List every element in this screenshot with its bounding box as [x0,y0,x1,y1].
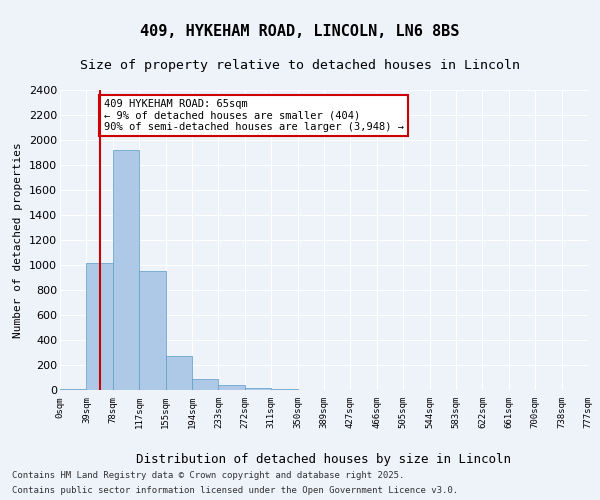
Bar [113,150,139,390]
Bar [218,385,245,390]
Y-axis label: Number of detached properties: Number of detached properties [13,142,23,338]
Bar [166,356,192,390]
Text: Contains HM Land Registry data © Crown copyright and database right 2025.: Contains HM Land Registry data © Crown c… [12,471,404,480]
Text: 409 HYKEHAM ROAD: 65sqm
← 9% of detached houses are smaller (404)
90% of semi-de: 409 HYKEHAM ROAD: 65sqm ← 9% of detached… [104,99,404,132]
Bar [86,262,113,390]
X-axis label: Distribution of detached houses by size in Lincoln: Distribution of detached houses by size … [137,454,511,466]
Bar [245,388,271,390]
Bar [192,379,218,390]
Text: Size of property relative to detached houses in Lincoln: Size of property relative to detached ho… [80,59,520,72]
Text: 409, HYKEHAM ROAD, LINCOLN, LN6 8BS: 409, HYKEHAM ROAD, LINCOLN, LN6 8BS [140,24,460,39]
Bar [139,271,166,390]
Text: Contains public sector information licensed under the Open Government Licence v3: Contains public sector information licen… [12,486,458,495]
